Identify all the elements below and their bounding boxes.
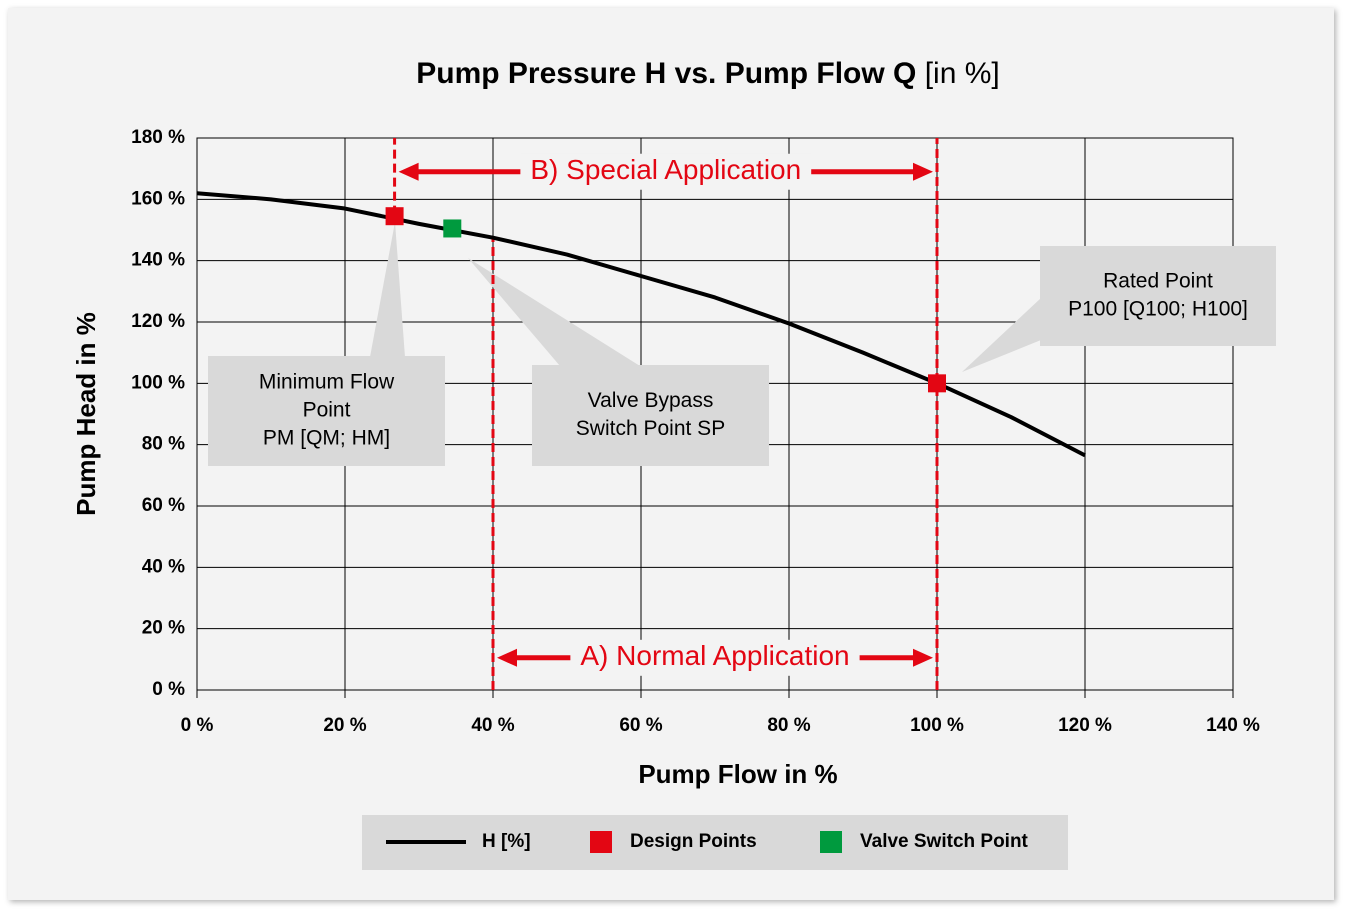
callout-pointer [468, 258, 640, 366]
range-label-bg [520, 153, 812, 190]
callout-box [1040, 246, 1276, 346]
y-tick-label: 180 % [131, 127, 185, 148]
y-tick-label: 0 % [152, 679, 185, 700]
point [385, 207, 404, 226]
callout-box [208, 356, 445, 466]
x-tick-label: 0 % [181, 715, 214, 736]
y-tick-label: 20 % [142, 618, 185, 639]
plot-border [196, 137, 1234, 691]
legend-box [362, 815, 1068, 870]
y-tick-label: 60 % [142, 495, 185, 516]
x-tick-label: 80 % [767, 715, 810, 736]
arrow-head [913, 162, 933, 181]
callout-text: PM [QM; HM] [263, 427, 390, 450]
x-tick-label: 140 % [1206, 715, 1260, 736]
legend-swatch [590, 831, 612, 853]
arrow-head [913, 648, 933, 667]
callout-box [532, 365, 769, 466]
callout-pointer [962, 298, 1041, 372]
x-tick-label: 100 % [910, 715, 964, 736]
callout-pointer [370, 222, 405, 357]
legend-label: Design Points [630, 831, 757, 852]
arrow-head [398, 162, 419, 181]
legend-label: H [%] [482, 831, 531, 852]
callout-text: Valve Bypass [588, 389, 714, 412]
chart-title: Pump Pressure H vs. Pump Flow Q [in %] [416, 57, 1000, 90]
x-tick-label: 40 % [471, 715, 514, 736]
point [928, 374, 946, 393]
legend-swatch [820, 831, 842, 853]
x-axis-label: Pump Flow in % [638, 759, 837, 789]
y-tick-label: 120 % [131, 311, 185, 332]
title-main: Pump Pressure H vs. Pump Flow Q [416, 57, 916, 90]
callout-text: Rated Point [1103, 270, 1213, 293]
x-tick-label: 60 % [619, 715, 662, 736]
legend-label: Valve Switch Point [860, 831, 1029, 852]
y-tick-label: 140 % [131, 250, 185, 271]
y-tick-label: 160 % [131, 188, 185, 209]
range-label: B) Special Application [530, 154, 801, 185]
point [443, 219, 462, 238]
y-axis-label: Pump Head in % [71, 312, 101, 516]
range-label: A) Normal Application [580, 640, 849, 671]
callout-text: P100 [Q100; H100] [1068, 298, 1248, 321]
y-tick-label: 40 % [142, 556, 185, 577]
range-label-bg [570, 639, 860, 676]
title-unit: [in %] [925, 57, 1000, 90]
callout-text: Minimum Flow [259, 371, 395, 394]
callout-text: Switch Point SP [576, 417, 725, 440]
x-tick-label: 20 % [323, 715, 366, 736]
y-tick-label: 80 % [142, 434, 185, 455]
arrow-head [497, 648, 517, 667]
callout-text: Point [303, 399, 351, 422]
x-tick-label: 120 % [1058, 715, 1112, 736]
y-tick-label: 100 % [131, 372, 185, 393]
